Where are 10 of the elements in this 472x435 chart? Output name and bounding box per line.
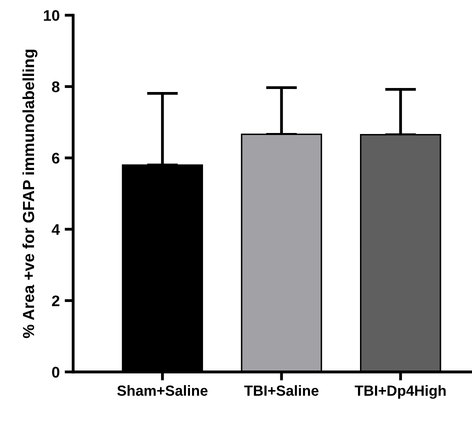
y-tick-label: 8 [52,81,60,92]
x-tick-label: TBI+Dp4High [354,385,446,399]
x-tick-label: TBI+Saline [244,385,318,396]
y-tick-label: 0 [52,366,60,378]
y-tick-label: 10 [44,10,60,21]
x-tick-label: Sham+Saline [117,385,208,396]
y-axis-title: % Area +ve for GFAP immunolabelling [22,50,38,338]
y-tick-label: 2 [52,295,60,306]
y-tick-label: 6 [52,152,60,164]
y-tick-label: 4 [52,224,60,235]
